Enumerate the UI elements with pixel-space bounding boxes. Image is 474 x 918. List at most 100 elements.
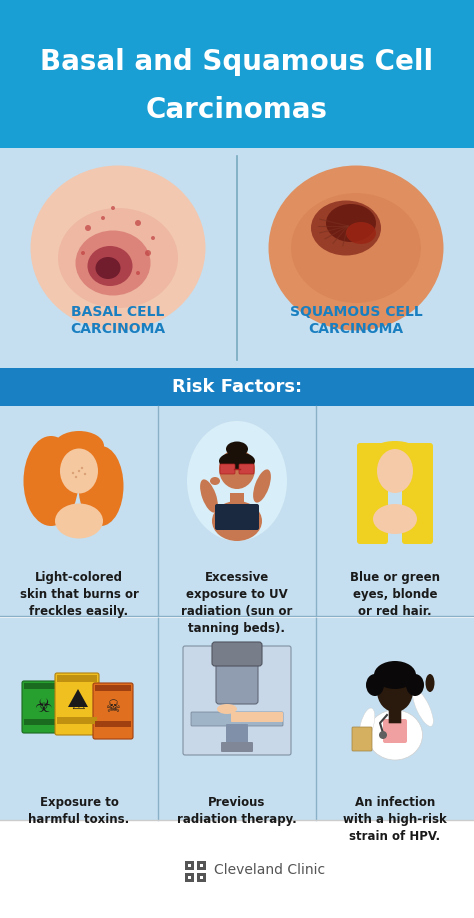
Ellipse shape: [346, 222, 376, 244]
FancyBboxPatch shape: [221, 742, 253, 752]
FancyBboxPatch shape: [188, 864, 191, 867]
FancyBboxPatch shape: [226, 724, 248, 746]
FancyBboxPatch shape: [200, 876, 203, 879]
Circle shape: [78, 470, 80, 472]
Ellipse shape: [60, 449, 98, 494]
FancyBboxPatch shape: [95, 721, 131, 727]
FancyBboxPatch shape: [389, 708, 401, 723]
FancyBboxPatch shape: [357, 443, 388, 544]
Text: ☠: ☠: [106, 698, 120, 716]
Ellipse shape: [253, 469, 271, 503]
FancyBboxPatch shape: [0, 0, 474, 148]
Text: Risk Factors:: Risk Factors:: [172, 378, 302, 396]
Ellipse shape: [373, 441, 418, 461]
Ellipse shape: [212, 501, 262, 541]
Polygon shape: [68, 689, 88, 707]
FancyBboxPatch shape: [183, 646, 291, 755]
Circle shape: [145, 250, 151, 256]
FancyBboxPatch shape: [0, 148, 474, 368]
Ellipse shape: [366, 674, 384, 696]
Ellipse shape: [217, 704, 237, 714]
Ellipse shape: [373, 504, 417, 534]
Circle shape: [151, 236, 155, 240]
FancyBboxPatch shape: [0, 618, 474, 820]
Ellipse shape: [88, 246, 133, 286]
Ellipse shape: [268, 165, 444, 330]
Ellipse shape: [58, 208, 178, 308]
Ellipse shape: [377, 670, 413, 712]
Circle shape: [81, 466, 83, 469]
Ellipse shape: [291, 193, 421, 303]
Ellipse shape: [426, 674, 435, 692]
Text: Blue or green
eyes, blonde
or red hair.: Blue or green eyes, blonde or red hair.: [350, 571, 440, 618]
Ellipse shape: [210, 477, 220, 485]
FancyBboxPatch shape: [231, 712, 283, 722]
Ellipse shape: [359, 708, 375, 742]
FancyBboxPatch shape: [216, 648, 258, 704]
FancyBboxPatch shape: [24, 719, 62, 725]
Circle shape: [72, 472, 74, 475]
Text: ☣: ☣: [34, 698, 52, 717]
Circle shape: [81, 251, 85, 255]
Ellipse shape: [75, 230, 151, 296]
Circle shape: [111, 206, 115, 210]
FancyBboxPatch shape: [220, 464, 235, 474]
Text: Light-colored
skin that burns or
freckles easily.: Light-colored skin that burns or freckle…: [19, 571, 138, 618]
Ellipse shape: [187, 421, 287, 541]
Ellipse shape: [413, 689, 433, 726]
Text: Cleveland Clinic: Cleveland Clinic: [214, 863, 325, 877]
Text: SQUAMOUS CELL
CARCINOMA: SQUAMOUS CELL CARCINOMA: [290, 305, 422, 336]
FancyBboxPatch shape: [352, 727, 372, 751]
FancyBboxPatch shape: [0, 406, 474, 616]
Text: Excessive
exposure to UV
radiation (sun or
tanning beds).: Excessive exposure to UV radiation (sun …: [182, 571, 292, 635]
Text: BASAL CELL
CARCINOMA: BASAL CELL CARCINOMA: [71, 305, 165, 336]
FancyBboxPatch shape: [200, 864, 203, 867]
Ellipse shape: [311, 200, 381, 255]
FancyBboxPatch shape: [197, 873, 206, 882]
Ellipse shape: [54, 431, 104, 461]
Ellipse shape: [95, 257, 120, 279]
Circle shape: [136, 271, 140, 275]
FancyBboxPatch shape: [212, 642, 262, 666]
Text: Basal and Squamous Cell: Basal and Squamous Cell: [40, 48, 434, 76]
FancyBboxPatch shape: [24, 683, 62, 689]
FancyBboxPatch shape: [95, 685, 131, 691]
FancyBboxPatch shape: [93, 683, 133, 739]
FancyBboxPatch shape: [0, 820, 474, 918]
FancyBboxPatch shape: [383, 719, 407, 743]
Text: An infection
with a high-risk
strain of HPV.: An infection with a high-risk strain of …: [343, 796, 447, 843]
Text: Exposure to
harmful toxins.: Exposure to harmful toxins.: [28, 796, 129, 826]
FancyBboxPatch shape: [402, 443, 433, 544]
Circle shape: [84, 473, 86, 476]
Ellipse shape: [226, 442, 248, 456]
FancyBboxPatch shape: [197, 861, 206, 870]
FancyBboxPatch shape: [215, 504, 259, 530]
Ellipse shape: [406, 674, 424, 696]
Ellipse shape: [30, 165, 206, 330]
Ellipse shape: [367, 710, 422, 760]
Circle shape: [75, 476, 77, 478]
Text: ⚠: ⚠: [71, 697, 85, 711]
Circle shape: [379, 731, 387, 739]
FancyBboxPatch shape: [22, 681, 64, 733]
Ellipse shape: [79, 446, 124, 526]
FancyBboxPatch shape: [185, 873, 194, 882]
Text: Previous
radiation therapy.: Previous radiation therapy.: [177, 796, 297, 826]
Ellipse shape: [24, 436, 79, 526]
FancyBboxPatch shape: [188, 876, 191, 879]
Ellipse shape: [55, 503, 103, 539]
FancyBboxPatch shape: [239, 464, 254, 474]
Circle shape: [135, 220, 141, 226]
Circle shape: [101, 216, 105, 220]
FancyBboxPatch shape: [185, 861, 194, 870]
Text: Carcinomas: Carcinomas: [146, 96, 328, 124]
FancyBboxPatch shape: [55, 673, 99, 735]
FancyBboxPatch shape: [0, 368, 474, 406]
Ellipse shape: [374, 661, 416, 689]
Ellipse shape: [219, 449, 255, 489]
Ellipse shape: [219, 452, 255, 470]
FancyBboxPatch shape: [191, 712, 283, 726]
Ellipse shape: [377, 449, 413, 493]
Circle shape: [85, 225, 91, 231]
Ellipse shape: [200, 479, 218, 512]
